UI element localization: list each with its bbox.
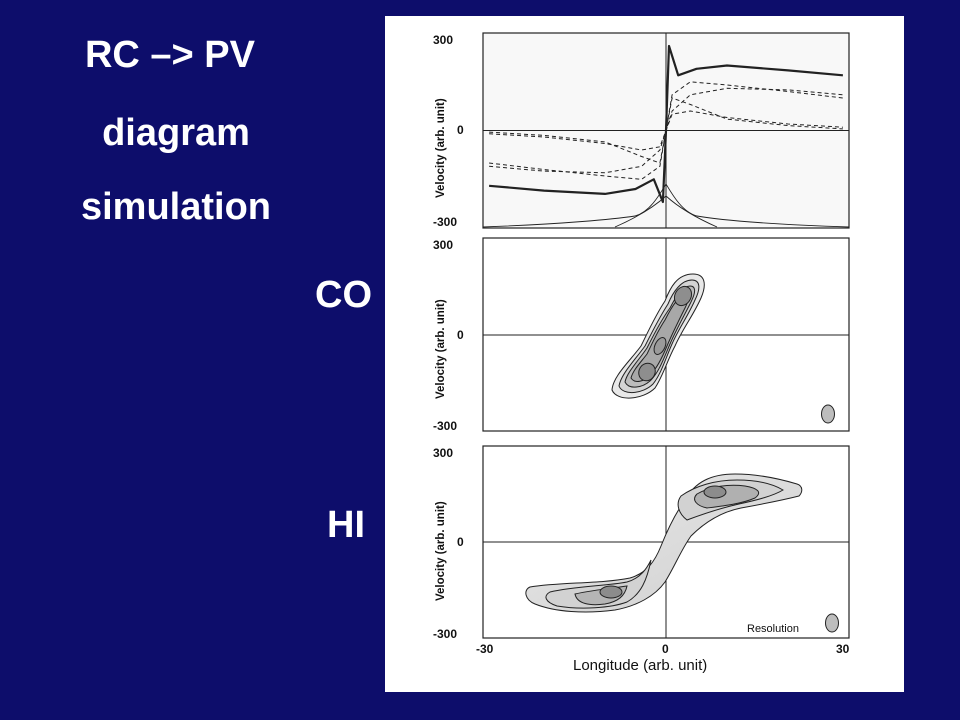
co-ytick-bottom: -300 [433, 419, 457, 433]
hi-contour-lower-2 [545, 559, 652, 609]
hi-ylabel: Velocity (arb. unit) [435, 501, 447, 601]
co-label: CO [315, 274, 372, 316]
rc-series-group [489, 44, 843, 204]
hi-beam-ellipse [825, 613, 839, 633]
co-ylabel: Velocity (arb. unit) [435, 299, 447, 399]
co-peak-upper [673, 285, 693, 307]
rc-series-dashed-3 [489, 110, 843, 151]
rc-ytick-zero: 0 [457, 123, 464, 137]
rc-ylabel: Velocity (arb. unit) [435, 98, 447, 198]
hi-peak-upper [703, 485, 727, 499]
xtick-right: 30 [836, 642, 850, 656]
xtick-center: 0 [662, 642, 669, 656]
slide-title-line-2: diagram [102, 112, 250, 154]
panel-rotation-curve: 300 0 -300 Velocity (arb. unit) [433, 32, 850, 229]
xtick-left: -30 [476, 642, 494, 656]
panel-hi: Resolution 300 0 -300 Velocity (arb. uni… [433, 445, 850, 674]
rc-ytick-top: 300 [433, 33, 453, 47]
co-beam-ellipse [821, 404, 835, 424]
co-peak-lower [638, 362, 656, 382]
hi-ytick-top: 300 [433, 446, 453, 460]
rc-ytick-bottom: -300 [433, 215, 457, 229]
hi-peak-lower [599, 585, 623, 599]
resolution-label: Resolution [747, 623, 799, 635]
rc-profile-curve-inner [614, 195, 718, 228]
slide-title-line-3: simulation [80, 186, 272, 228]
hi-ytick-bottom: -300 [433, 627, 457, 641]
co-peak-center [653, 337, 667, 355]
simulation-figure: 300 0 -300 Velocity (arb. unit) 300 0 -3… [385, 16, 904, 692]
xlabel: Longitude (arb. unit) [573, 657, 707, 674]
co-ytick-zero: 0 [457, 328, 464, 342]
hi-contour-outer [525, 473, 803, 613]
panel-co: 300 0 -300 Velocity (arb. unit) [433, 237, 850, 433]
hi-ytick-zero: 0 [457, 535, 464, 549]
co-ytick-top: 300 [433, 238, 453, 252]
slide-title-line-1: RC –> PV [84, 34, 256, 76]
hi-label: HI [327, 504, 365, 546]
rc-profile-curve [482, 183, 850, 228]
figure-svg: 300 0 -300 Velocity (arb. unit) 300 0 -3… [433, 32, 850, 674]
hi-contours [525, 473, 803, 613]
co-contours [611, 273, 705, 399]
